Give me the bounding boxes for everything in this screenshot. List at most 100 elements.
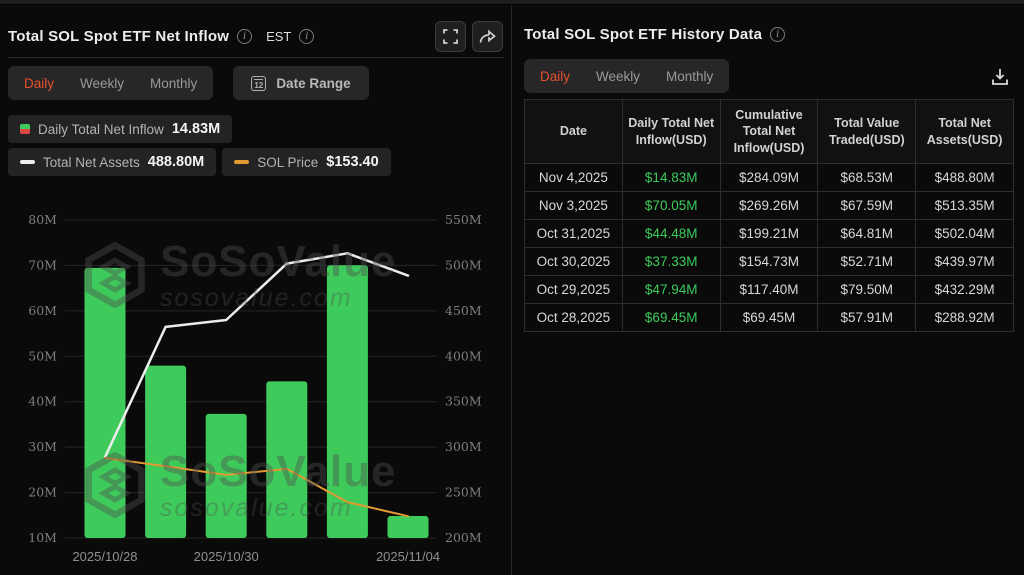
legend-item-daily-total-net-inflow[interactable]: Daily Total Net Inflow 14.83M <box>8 115 233 143</box>
tab-monthly[interactable]: Monthly <box>150 75 198 91</box>
legend-label: Daily Total Net Inflow <box>38 121 164 137</box>
tab-weekly[interactable]: Weekly <box>596 68 641 84</box>
tab-monthly[interactable]: Monthly <box>666 68 714 84</box>
value-cell: $67.59M <box>817 191 917 220</box>
info-icon[interactable]: i <box>299 28 315 44</box>
etf-history-table: Date Daily Total Net Inflow(USD) Cumulativ… <box>524 99 1014 332</box>
table-controls-row: Daily Weekly Monthly <box>524 59 730 93</box>
date-cell: Oct 31,2025 <box>524 219 623 248</box>
table-row[interactable]: Oct 31,2025 $44.48M $199.21M $64.81M $502.04… <box>524 219 1014 248</box>
left-axis-tick: 80M <box>28 212 57 227</box>
chart-controls-row: Daily Weekly Monthly 12 Date Range <box>8 66 369 100</box>
table-row[interactable]: Oct 28,2025 $69.45M $69.45M $57.91M $288.92M <box>524 303 1014 332</box>
date-range-label: Date Range <box>276 75 351 91</box>
fullscreen-button[interactable] <box>435 20 466 52</box>
table-row[interactable]: Nov 4,2025 $14.83M $284.09M $68.53M $488.80M <box>524 163 1014 192</box>
legend-item-total-net-assets[interactable]: Total Net Assets 488.80M <box>8 148 217 176</box>
bar-series-swatch-icon <box>20 124 30 134</box>
column-header: Date <box>524 99 623 164</box>
table-row[interactable]: Nov 3,2025 $70.05M $269.26M $67.59M $513.35M <box>524 191 1014 220</box>
inflow-bar[interactable] <box>84 267 126 538</box>
tab-daily[interactable]: Daily <box>540 68 571 84</box>
value-cell: $488.80M <box>915 163 1014 192</box>
legend-row: Total Net Assets 488.80M SOL Price $153.40 <box>8 148 391 176</box>
left-axis-tick: 50M <box>28 348 57 363</box>
x-axis-date-label: 2025/10/28 <box>72 549 137 564</box>
value-cell: $79.50M <box>817 275 917 304</box>
right-axis-tick: 350M <box>445 394 482 409</box>
left-axis-tick: 40M <box>28 394 57 409</box>
inflow-bar[interactable] <box>387 516 429 538</box>
column-header: Daily Total Net Inflow(USD) <box>621 99 721 164</box>
inflow-bar[interactable] <box>205 413 247 538</box>
right-axis-tick: 550M <box>445 212 482 227</box>
value-cell: $284.09M <box>719 163 819 192</box>
inflow-bar[interactable] <box>326 265 368 538</box>
line-series-swatch-icon <box>20 160 35 164</box>
value-cell: $69.45M <box>621 303 721 332</box>
value-cell: $44.48M <box>621 219 721 248</box>
history-data-panel: Total SOL Spot ETF History Data i Daily W… <box>512 5 1024 575</box>
value-cell: $269.26M <box>719 191 819 220</box>
chart-period-tabs: Daily Weekly Monthly <box>8 66 214 100</box>
value-cell: $69.45M <box>719 303 819 332</box>
right-axis-tick: 400M <box>445 348 482 363</box>
total-net-assets-line[interactable] <box>103 252 410 459</box>
sol-price-line[interactable] <box>104 457 409 518</box>
value-cell: $432.29M <box>915 275 1014 304</box>
value-cell: $154.73M <box>719 247 819 276</box>
value-cell: $439.97M <box>915 247 1014 276</box>
legend-row: Daily Total Net Inflow 14.83M <box>8 115 391 143</box>
value-cell: $199.21M <box>719 219 819 248</box>
inflow-bar[interactable] <box>145 365 187 538</box>
download-icon <box>992 69 1008 85</box>
legend-label: Total Net Assets <box>43 154 140 170</box>
date-cell: Nov 3,2025 <box>524 191 623 220</box>
column-header: Cumulative Total Net Inflow(USD) <box>719 99 819 164</box>
chart-title-row: Total SOL Spot ETF Net Inflow i EST i <box>8 19 503 53</box>
column-header: Total Net Assets(USD) <box>915 99 1014 164</box>
value-cell: $117.40M <box>719 275 819 304</box>
info-icon[interactable]: i <box>237 28 253 44</box>
table-header: Date Daily Total Net Inflow(USD) Cumulativ… <box>524 99 1014 164</box>
left-axis-tick: 30M <box>28 439 57 454</box>
value-cell: $68.53M <box>817 163 917 192</box>
fullscreen-icon <box>443 28 458 44</box>
inflow-bar[interactable] <box>266 381 308 538</box>
legend-value: 14.83M <box>171 121 221 137</box>
x-axis-date-label: 2025/10/30 <box>194 549 259 564</box>
left-axis-tick: 70M <box>28 257 57 272</box>
share-icon <box>479 29 496 43</box>
chart-panel-title: Total SOL Spot ETF Net Inflow <box>8 27 230 45</box>
title-divider <box>8 57 504 58</box>
info-icon[interactable]: i <box>770 26 786 42</box>
legend-item-sol-price[interactable]: SOL Price $153.40 <box>222 148 391 176</box>
legend-value: 488.80M <box>147 154 205 170</box>
window-top-edge <box>0 0 1024 5</box>
calendar-icon: 12 <box>251 75 267 91</box>
net-inflow-chart[interactable]: 10M 200M 20M 250M 30M 300M 40M 350M 50M 400M 60M 45… <box>0 190 511 575</box>
tab-daily[interactable]: Daily <box>24 75 55 91</box>
date-cell: Nov 4,2025 <box>524 163 623 192</box>
right-axis-tick: 300M <box>445 439 482 454</box>
value-cell: $47.94M <box>621 275 721 304</box>
date-range-button[interactable]: 12 Date Range <box>233 66 369 100</box>
download-button[interactable] <box>986 63 1014 91</box>
value-cell: $513.35M <box>915 191 1014 220</box>
date-cell: Oct 30,2025 <box>524 247 623 276</box>
value-cell: $64.81M <box>817 219 917 248</box>
tab-weekly[interactable]: Weekly <box>80 75 125 91</box>
left-axis-tick: 60M <box>28 303 57 318</box>
table-row[interactable]: Oct 29,2025 $47.94M $117.40M $79.50M $432.29… <box>524 275 1014 304</box>
right-axis-tick: 200M <box>445 530 482 545</box>
line-series-swatch-icon <box>234 160 250 164</box>
table-row[interactable]: Oct 30,2025 $37.33M $154.73M $52.71M $439.97… <box>524 247 1014 276</box>
value-cell: $37.33M <box>621 247 721 276</box>
left-axis-tick: 20M <box>28 485 57 500</box>
share-button[interactable] <box>472 20 503 52</box>
column-header: Total Value Traded(USD) <box>817 99 917 164</box>
legend-label: SOL Price <box>257 154 319 170</box>
value-cell: $502.04M <box>915 219 1014 248</box>
value-cell: $14.83M <box>621 163 721 192</box>
